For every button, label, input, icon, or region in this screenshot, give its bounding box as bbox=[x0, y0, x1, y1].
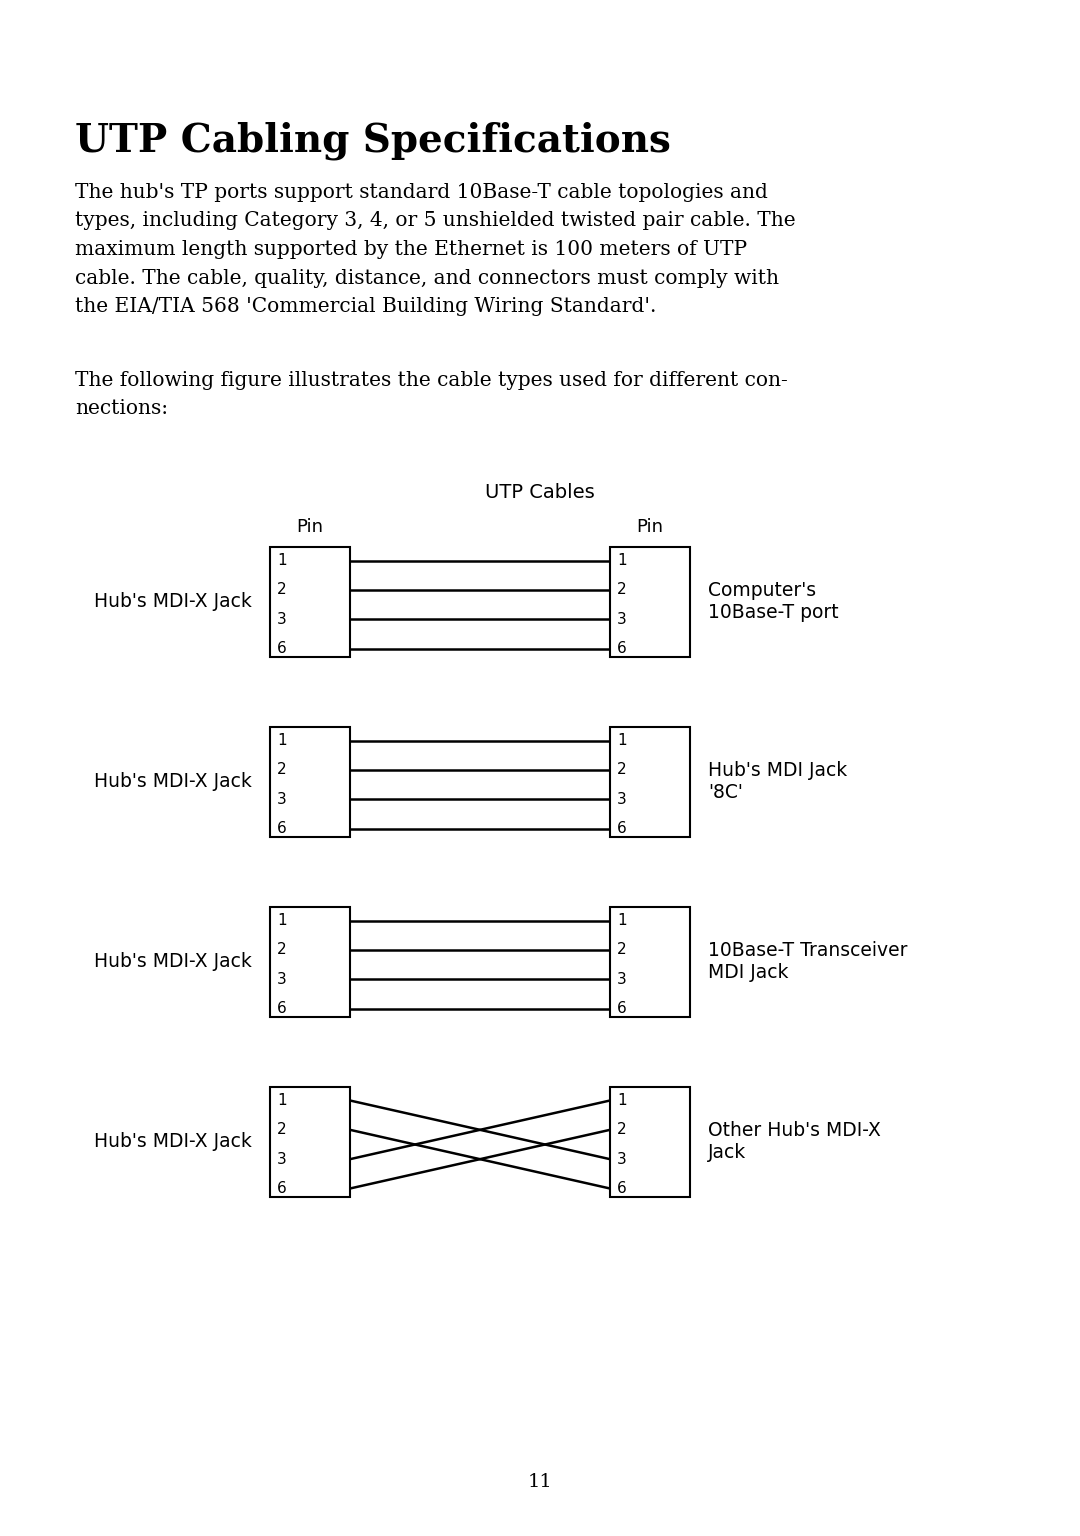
Text: Pin: Pin bbox=[636, 519, 663, 536]
Bar bbox=[610, 727, 690, 837]
Text: 1: 1 bbox=[617, 912, 626, 928]
Text: '8C': '8C' bbox=[708, 783, 743, 802]
Text: 2: 2 bbox=[617, 582, 626, 598]
Text: Jack: Jack bbox=[708, 1143, 746, 1163]
Text: 1: 1 bbox=[617, 1094, 626, 1107]
Bar bbox=[610, 1086, 690, 1197]
Text: 3: 3 bbox=[617, 1152, 626, 1167]
Text: 2: 2 bbox=[617, 1123, 626, 1137]
Text: 2: 2 bbox=[617, 942, 626, 957]
Bar bbox=[270, 906, 350, 1017]
Text: 2: 2 bbox=[276, 1123, 286, 1137]
Text: 6: 6 bbox=[276, 1181, 287, 1197]
Text: 3: 3 bbox=[276, 1152, 287, 1167]
Text: 2: 2 bbox=[276, 942, 286, 957]
Text: Hub's MDI-X Jack: Hub's MDI-X Jack bbox=[94, 952, 252, 971]
Text: 3: 3 bbox=[617, 972, 626, 986]
Text: 6: 6 bbox=[617, 822, 626, 836]
Text: 1: 1 bbox=[617, 553, 626, 568]
Text: The hub's TP ports support standard 10Base-T cable topologies and: The hub's TP ports support standard 10Ba… bbox=[75, 183, 768, 203]
Text: 6: 6 bbox=[617, 1181, 626, 1197]
Text: Hub's MDI-X Jack: Hub's MDI-X Jack bbox=[94, 773, 252, 791]
Bar bbox=[610, 906, 690, 1017]
Text: UTP Cables: UTP Cables bbox=[485, 482, 595, 501]
Text: 2: 2 bbox=[617, 762, 626, 777]
Bar bbox=[610, 547, 690, 656]
Text: Other Hub's MDI-X: Other Hub's MDI-X bbox=[708, 1121, 881, 1140]
Text: 1: 1 bbox=[617, 733, 626, 748]
Text: 3: 3 bbox=[617, 611, 626, 627]
Text: 2: 2 bbox=[276, 762, 286, 777]
Text: 2: 2 bbox=[276, 582, 286, 598]
Text: UTP Cabling Specifications: UTP Cabling Specifications bbox=[75, 121, 671, 160]
Text: Computer's: Computer's bbox=[708, 581, 816, 601]
Text: 1: 1 bbox=[276, 733, 286, 748]
Text: the EIA/TIA 568 'Commercial Building Wiring Standard'.: the EIA/TIA 568 'Commercial Building Wir… bbox=[75, 296, 657, 316]
Text: 6: 6 bbox=[276, 641, 287, 656]
Text: The following figure illustrates the cable types used for different con-: The following figure illustrates the cab… bbox=[75, 370, 787, 390]
Text: 10Base-T port: 10Base-T port bbox=[708, 604, 839, 622]
Text: MDI Jack: MDI Jack bbox=[708, 963, 788, 982]
Text: 3: 3 bbox=[276, 791, 287, 806]
Bar bbox=[270, 1086, 350, 1197]
Text: maximum length supported by the Ethernet is 100 meters of UTP: maximum length supported by the Ethernet… bbox=[75, 240, 747, 260]
Text: 1: 1 bbox=[276, 553, 286, 568]
Text: 1: 1 bbox=[276, 1094, 286, 1107]
Text: Hub's MDI Jack: Hub's MDI Jack bbox=[708, 760, 847, 780]
Text: 3: 3 bbox=[276, 611, 287, 627]
Bar bbox=[270, 727, 350, 837]
Bar bbox=[270, 547, 350, 656]
Text: types, including Category 3, 4, or 5 unshielded twisted pair cable. The: types, including Category 3, 4, or 5 uns… bbox=[75, 212, 796, 230]
Text: Pin: Pin bbox=[297, 519, 324, 536]
Text: 10Base-T Transceiver: 10Base-T Transceiver bbox=[708, 942, 907, 960]
Text: cable. The cable, quality, distance, and connectors must comply with: cable. The cable, quality, distance, and… bbox=[75, 269, 779, 287]
Text: 6: 6 bbox=[276, 1001, 287, 1015]
Text: 1: 1 bbox=[276, 912, 286, 928]
Text: 3: 3 bbox=[617, 791, 626, 806]
Text: 6: 6 bbox=[276, 822, 287, 836]
Text: Hub's MDI-X Jack: Hub's MDI-X Jack bbox=[94, 1132, 252, 1150]
Text: 3: 3 bbox=[276, 972, 287, 986]
Text: nections:: nections: bbox=[75, 399, 168, 418]
Text: Hub's MDI-X Jack: Hub's MDI-X Jack bbox=[94, 591, 252, 611]
Text: 11: 11 bbox=[528, 1473, 552, 1491]
Text: 6: 6 bbox=[617, 641, 626, 656]
Text: 6: 6 bbox=[617, 1001, 626, 1015]
